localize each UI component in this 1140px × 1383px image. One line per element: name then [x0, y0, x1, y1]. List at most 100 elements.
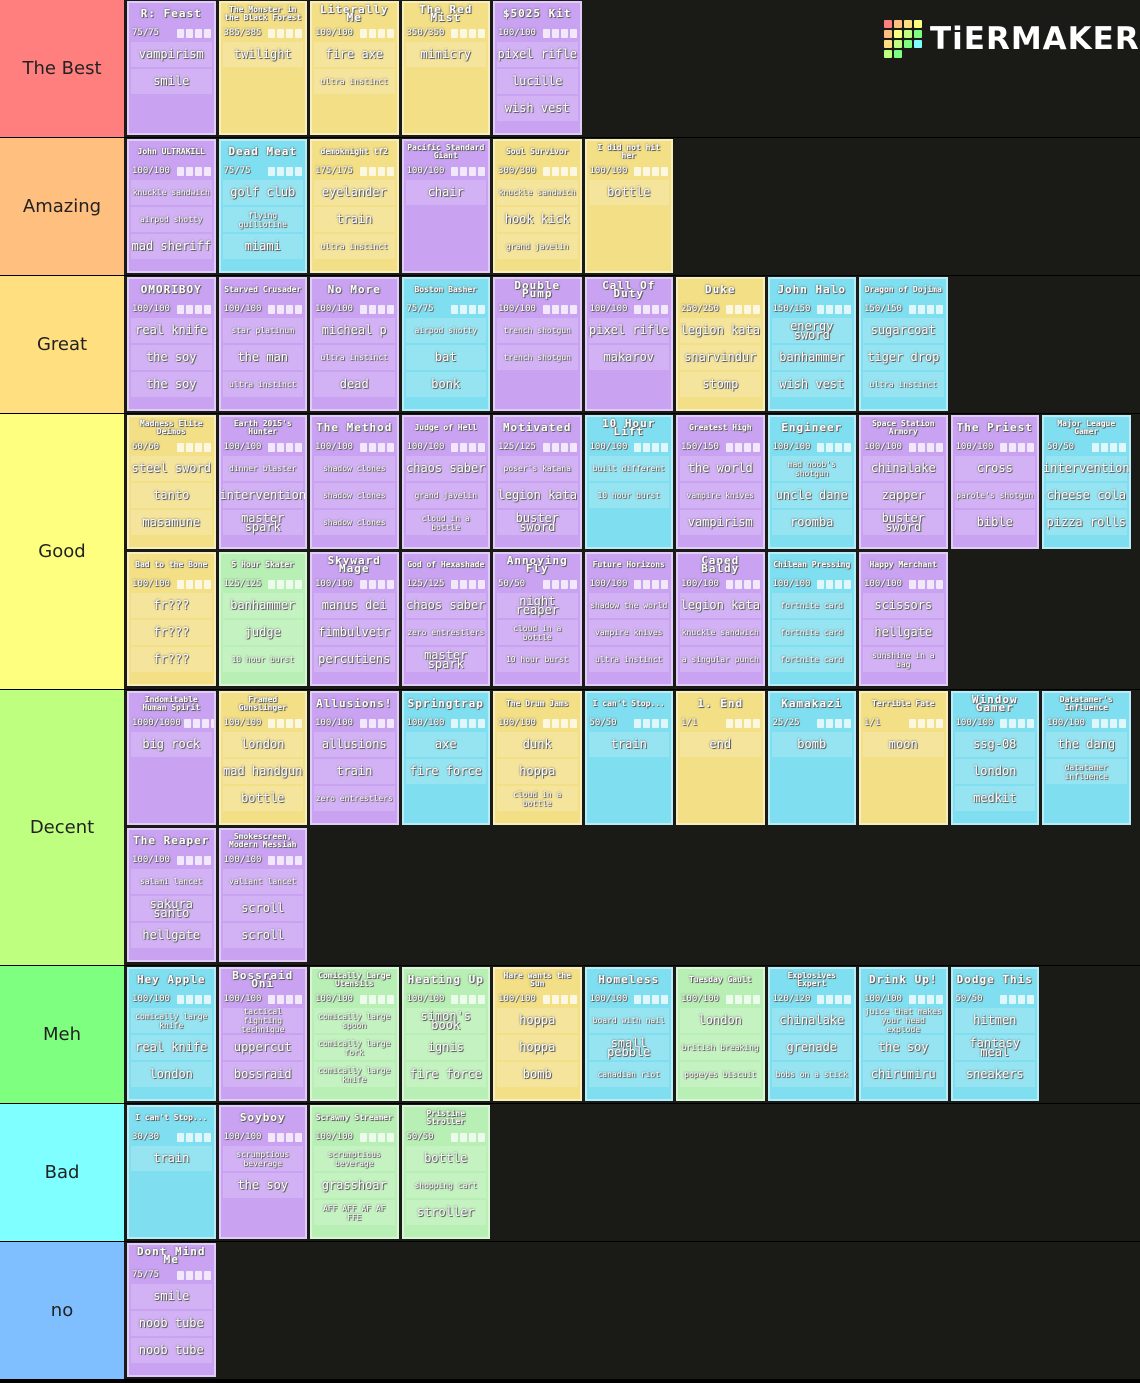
character-card: Hare wants the Sun 100/100 hoppa hoppa bomb [493, 967, 582, 1101]
stat-icon [551, 442, 559, 452]
card-move: bonk [405, 372, 486, 397]
card-name: Greatest High [688, 423, 752, 432]
hp-line: 125/125 [495, 439, 580, 455]
card-name: Annoying Fly [506, 554, 568, 575]
stat-icon [268, 304, 275, 314]
character-card: Madness Elite Deimos 60/60 steel sword tant… [127, 415, 216, 549]
character-card: Starved Crusader 100/100 star platinum the … [218, 277, 307, 411]
hp-line: 75/75 [221, 163, 306, 179]
stat-icons [634, 304, 668, 314]
card-move: banhammer [771, 345, 852, 370]
stat-icon [935, 442, 943, 452]
card-name: 5 Hour Skater [231, 560, 295, 569]
stat-icon [295, 994, 302, 1004]
card-move: london [222, 732, 303, 757]
hp-line: 50/50 [953, 991, 1038, 1007]
stat-icon [295, 579, 302, 589]
stat-icon [551, 166, 559, 176]
card-name: Hey Apple [136, 973, 206, 986]
card-move: shadow clones [314, 483, 395, 508]
card-move: london [131, 1062, 212, 1087]
card-hp: 50/50 [1047, 442, 1075, 452]
stat-icon [560, 994, 568, 1004]
hp-line: 100/100 [678, 991, 763, 1007]
stat-icon [908, 579, 916, 589]
stat-icon [661, 718, 668, 728]
character-card: Smokescreen, Modern Messiah 100/100 valian… [218, 828, 307, 962]
stat-icons [268, 442, 302, 452]
stat-icon [176, 166, 184, 176]
card-move: simon's book [405, 1008, 486, 1033]
card-name: Madness Elite Deimos [139, 419, 203, 436]
stat-icon [295, 442, 302, 452]
stat-icons [634, 166, 668, 176]
card-name: Duke [705, 283, 736, 296]
stat-icons [542, 718, 577, 728]
card-move: fire force [405, 1062, 486, 1087]
stat-icon [286, 166, 293, 176]
stat-icon [908, 994, 916, 1004]
card-move: night reaper [497, 593, 578, 618]
stat-icon [460, 579, 467, 589]
hp-line: 100/100 [221, 1129, 306, 1145]
card-move: big rock [131, 732, 212, 757]
stat-icon [817, 718, 824, 728]
character-card: Future Horizons 100/100 shadow the world va… [584, 552, 673, 686]
stat-icon [386, 28, 394, 38]
card-move: chaos saber [405, 593, 486, 618]
stat-icon [451, 718, 458, 728]
stat-icons [908, 579, 943, 589]
card-name: John ULTRAKILL [137, 147, 205, 156]
card-hp: 100/100 [315, 442, 353, 452]
stat-icon [542, 442, 550, 452]
hp-line: 100/100 [587, 991, 672, 1007]
card-hp: 100/100 [589, 442, 628, 452]
stat-icons [634, 718, 668, 728]
card-move: 10 hour burst [497, 647, 578, 672]
stat-icons [1000, 442, 1034, 452]
card-move: grasshoar [314, 1173, 395, 1198]
card-hp: 100/100 [132, 166, 170, 176]
hp-line: 175/175 [312, 163, 397, 179]
character-card: Earth 2015's Hunter 100/100 dinner blaster… [218, 415, 307, 549]
character-card: The Reaper 100/100 salami lancet sakura san… [127, 828, 216, 962]
character-card: Dead Meat 75/75 golf club flying guillotine… [218, 139, 307, 273]
card-name: Dead Meat [228, 145, 298, 158]
card-move: chinalake [863, 456, 944, 481]
stat-icons [542, 442, 577, 452]
card-hp: 100/100 [315, 304, 353, 314]
stat-icons [725, 579, 760, 589]
stat-icon [451, 28, 458, 38]
card-name: Soul Survivor [505, 147, 569, 156]
character-card: Framed Gunslinger 100/100 london mad handgu… [218, 691, 307, 825]
stat-icons [542, 994, 577, 1004]
stat-icon [935, 718, 943, 728]
stat-icon [1027, 718, 1034, 728]
hp-line: 100/100 [861, 991, 946, 1007]
card-name: Literally Me [319, 3, 389, 24]
stat-icon [277, 579, 284, 589]
stat-icons [817, 579, 851, 589]
character-card: 1. End 1/1 end [676, 691, 765, 825]
stat-icon [469, 28, 476, 38]
stat-icon [1009, 994, 1016, 1004]
stat-icon [176, 579, 184, 589]
character-card: I can't Stop... 50/50 train [584, 691, 673, 825]
card-hp: 100/100 [772, 579, 811, 589]
stat-icon [1118, 442, 1126, 452]
card-name: The Priest [956, 421, 1033, 434]
stat-icon [1018, 442, 1025, 452]
hp-line: 100/100 [312, 576, 397, 592]
character-card: Caped Baldy 100/100 legion kata knuckle san… [676, 552, 765, 686]
tier-row: Decent Indomitable Human Spirit 1000/1000 b… [0, 690, 1140, 965]
stat-icons [359, 579, 394, 589]
stat-icon [203, 994, 211, 1004]
card-name: demoknight tf2 [320, 147, 388, 156]
stat-icon [1109, 718, 1117, 728]
stat-icons [817, 718, 851, 728]
hp-line: 350/350 [404, 25, 489, 41]
stat-icon [451, 304, 458, 314]
card-move: dinner blaster [222, 456, 303, 481]
card-move: wish vest [771, 372, 852, 397]
stat-icon [652, 442, 659, 452]
